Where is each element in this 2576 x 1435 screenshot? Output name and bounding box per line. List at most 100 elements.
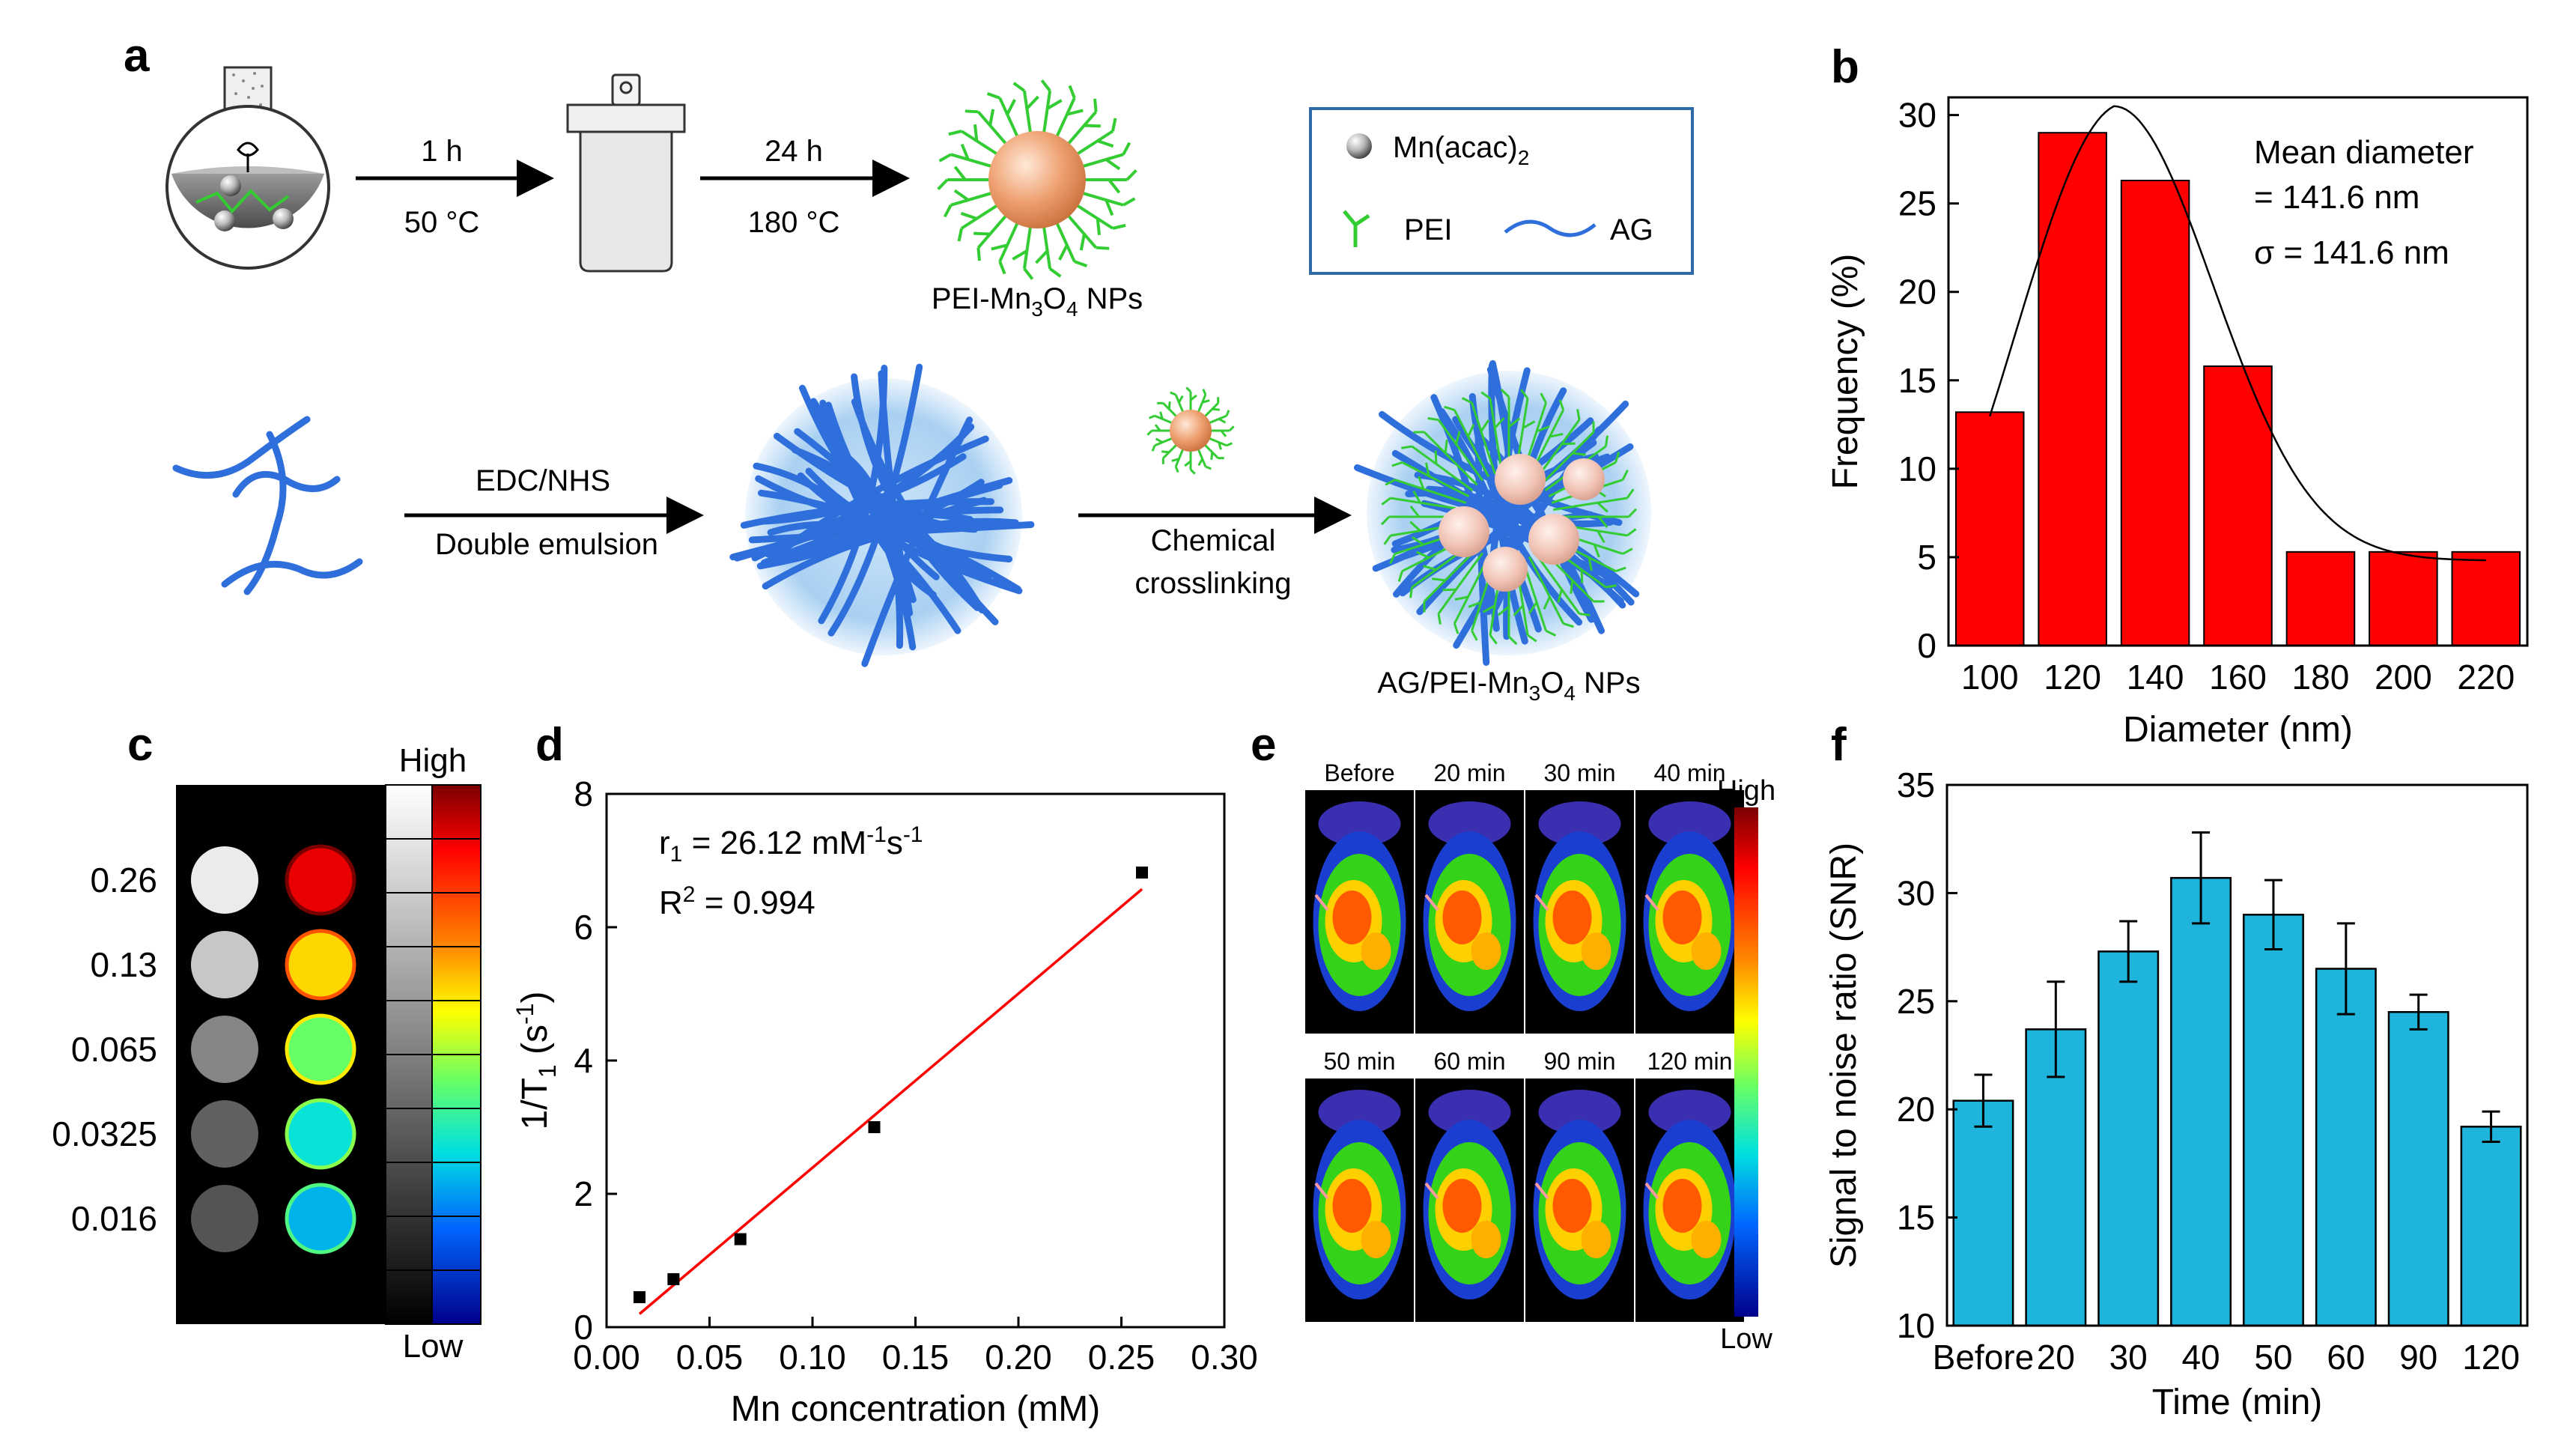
mn-acac-ball-icon xyxy=(1346,133,1372,159)
concentration-label: 0.065 xyxy=(71,1030,157,1069)
x-tick-label: 0.25 xyxy=(1088,1338,1155,1377)
ag-pei-mn3o4-composite-icon xyxy=(1354,359,1651,666)
y-tick-label: 35 xyxy=(1897,765,1935,804)
mri-frame: 120 min xyxy=(1635,1045,1744,1322)
legend-mn-acac: Mn(acac)2 xyxy=(1393,131,1529,169)
snr-bar xyxy=(2242,914,2304,1327)
mean-diameter-annotation: Mean diameter xyxy=(2254,134,2473,171)
x-tick-label: 100 xyxy=(1961,658,2019,697)
histogram-bar xyxy=(2120,179,2190,646)
concentration-label: 0.016 xyxy=(71,1199,157,1238)
panel-e: e Before 20 min 30 min 40 min 50 min 60 min 90… xyxy=(1251,719,1775,1355)
gaussian-fit-curve xyxy=(1989,105,2486,562)
panel-letter-c: c xyxy=(127,719,153,771)
gray-phantom xyxy=(191,1100,258,1168)
sigma-annotation: σ = 141.6 nm xyxy=(2254,234,2449,271)
mri-frame: 20 min xyxy=(1415,756,1524,1034)
histogram-bar xyxy=(2451,550,2521,647)
y-tick-label: 8 xyxy=(574,774,593,813)
panel-c-scale-low: Low xyxy=(403,1328,464,1365)
snr-bar xyxy=(2170,876,2232,1327)
panel-c: c 0.26 0.13 0.065 0.0325 0.016 High Low xyxy=(52,719,482,1365)
legend-pei: PEI xyxy=(1404,213,1452,246)
step4-top-label: Chemical xyxy=(1151,524,1276,557)
x-axis-label: Time (min) xyxy=(2152,1383,2323,1422)
r1-annotation: r1 = 26.12 mM-1s-1 xyxy=(659,822,923,867)
step1-bottom-label: 50 °C xyxy=(404,206,480,239)
scheme-legend: Mn(acac)2 PEI AG xyxy=(1309,107,1694,275)
mri-frame: 90 min xyxy=(1525,1045,1634,1322)
concentration-label: 0.0325 xyxy=(52,1114,157,1153)
y-tick-label: 4 xyxy=(574,1041,593,1080)
gray-phantom xyxy=(191,1016,258,1083)
concentration-labels: 0.26 0.13 0.065 0.0325 0.016 xyxy=(52,861,157,1238)
x-tick-label: 0.10 xyxy=(779,1338,846,1377)
panel-letter-e: e xyxy=(1251,719,1276,771)
histogram-bar xyxy=(2203,365,2273,646)
panel-f: f Before 20 30 40 50 60 90 120101520253035Time … xyxy=(1824,719,2529,1422)
y-axis-label: 1/T1 (s-1) xyxy=(511,992,561,1130)
histogram-bar xyxy=(2038,132,2107,646)
ag-chains-icon xyxy=(172,416,363,595)
step3-top-label: EDC/NHS xyxy=(476,464,610,497)
y-tick-label: 15 xyxy=(1898,361,1936,400)
autoclave-reactor-icon xyxy=(566,73,686,273)
histogram-bar xyxy=(1954,411,2025,646)
y-tick-label: 25 xyxy=(1898,184,1936,223)
y-tick-label: 6 xyxy=(574,908,593,947)
mri-time-label: 120 min xyxy=(1647,1048,1733,1075)
concentration-label: 0.13 xyxy=(90,945,157,984)
color-phantom-rim xyxy=(285,1183,356,1255)
y-axis-label: Frequency (%) xyxy=(1826,254,1865,490)
color-phantom xyxy=(287,1185,354,1252)
data-point xyxy=(734,1233,747,1246)
step2-top-label: 24 h xyxy=(765,135,823,168)
x-tick-label: 40 xyxy=(2181,1338,2220,1377)
chart-d-relaxivity: 0.00 0.05 0.10 0.15 0.20 0.25 0.30 0 2 4 6 8 Mn conc… xyxy=(511,774,1258,1429)
y-axis-label: Signal to noise ratio (SNR) xyxy=(1824,843,1864,1268)
x-tick-label: 120 xyxy=(2044,658,2101,697)
x-tick-label: 0.05 xyxy=(676,1338,744,1377)
gray-phantom xyxy=(191,1185,258,1252)
mri-time-label: 40 min xyxy=(1653,759,1725,786)
y-tick-label: 25 xyxy=(1897,982,1935,1021)
histogram-bar xyxy=(2285,550,2356,647)
snr-bar xyxy=(2315,968,2377,1327)
concentration-label: 0.26 xyxy=(90,861,157,899)
panel-d: d 0.00 0.05 0.10 0.15 0.20 0.25 0.30 0 2 4 6 8 Mn co… xyxy=(511,719,1258,1429)
x-tick-label: 200 xyxy=(2375,658,2432,697)
x-tick-label: 160 xyxy=(2209,658,2267,697)
y-tick-label: 0 xyxy=(574,1308,593,1347)
step4-bottom-label: crosslinking xyxy=(1135,567,1292,600)
mri-time-label: 20 min xyxy=(1433,759,1505,786)
color-phantom xyxy=(287,1100,354,1168)
color-phantom xyxy=(287,846,354,914)
panel-letter-d: d xyxy=(535,719,564,771)
y-tick-label: 5 xyxy=(1917,538,1936,577)
color-phantom-rim xyxy=(285,929,356,1001)
mri-frame: 50 min xyxy=(1305,1045,1414,1322)
x-axis-label: Mn concentration (mM) xyxy=(731,1389,1100,1429)
panel-a: a 1 h 50 °C xyxy=(124,30,1694,705)
product2-label: AG/PEI-Mn3O4 NPs xyxy=(1377,667,1640,705)
x-tick-label: 140 xyxy=(2127,658,2184,697)
mri-time-label: 60 min xyxy=(1433,1048,1505,1075)
product1-label: PEI-Mn3O4 NPs xyxy=(932,282,1143,321)
x-tick-label: 0.30 xyxy=(1191,1338,1258,1377)
pei-branch-icon xyxy=(1343,210,1370,247)
panel-letter-f: f xyxy=(1831,719,1847,771)
y-tick-label: 10 xyxy=(1897,1306,1935,1345)
mri-frame: 30 min xyxy=(1525,756,1634,1034)
ag-microsphere-icon xyxy=(729,363,1035,667)
panel-b: b 100 120 140 160 180 200 220 0 5 10 15 20 25 30 Diame… xyxy=(1826,41,2529,750)
panel-e-colorbar xyxy=(1734,807,1758,1317)
panel-e-scale-high: High xyxy=(1717,775,1775,807)
y-tick-label: 2 xyxy=(574,1174,593,1213)
y-tick-label: 20 xyxy=(1898,273,1936,312)
linear-fit-line xyxy=(638,888,1143,1315)
snr-bar xyxy=(2025,1028,2087,1327)
x-tick-label: 120 xyxy=(2462,1338,2520,1377)
mri-frame: 40 min xyxy=(1635,756,1744,1034)
